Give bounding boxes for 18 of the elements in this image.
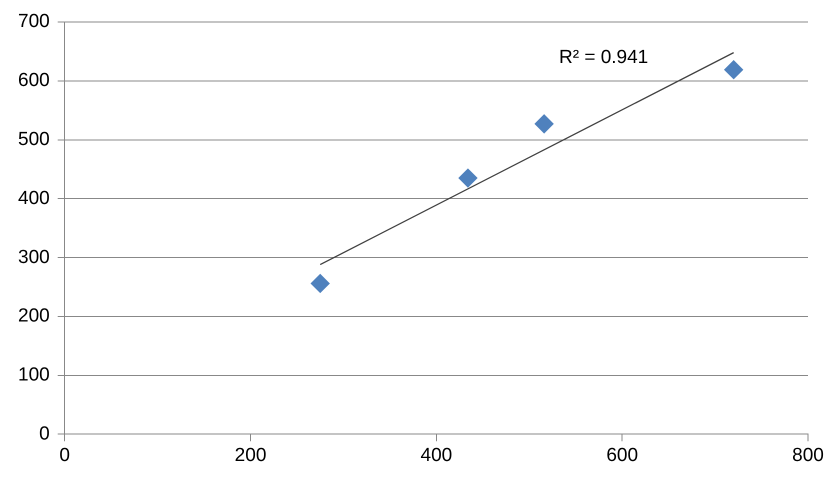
y-tick-label: 400 bbox=[18, 188, 50, 209]
point bbox=[310, 274, 330, 293]
x-tick-label: 400 bbox=[420, 444, 452, 466]
y-tick-label: 100 bbox=[18, 364, 50, 386]
point bbox=[724, 60, 744, 80]
y-tick-label: 300 bbox=[18, 246, 50, 268]
y-tick-label: 600 bbox=[18, 70, 50, 92]
x-tick-label: 800 bbox=[792, 444, 824, 466]
x-tick-label: 200 bbox=[234, 444, 266, 466]
point bbox=[534, 114, 554, 134]
x-tick-label: 0 bbox=[59, 444, 70, 466]
y-tick-label: 0 bbox=[39, 423, 50, 444]
y-tick-label: 200 bbox=[18, 306, 50, 327]
y-tick-label: 500 bbox=[18, 129, 50, 150]
annotation: R² = 0.941 bbox=[558, 47, 648, 68]
point bbox=[458, 168, 478, 188]
x-tick-label: 600 bbox=[606, 444, 638, 466]
y-tick-label: 700 bbox=[18, 11, 50, 32]
